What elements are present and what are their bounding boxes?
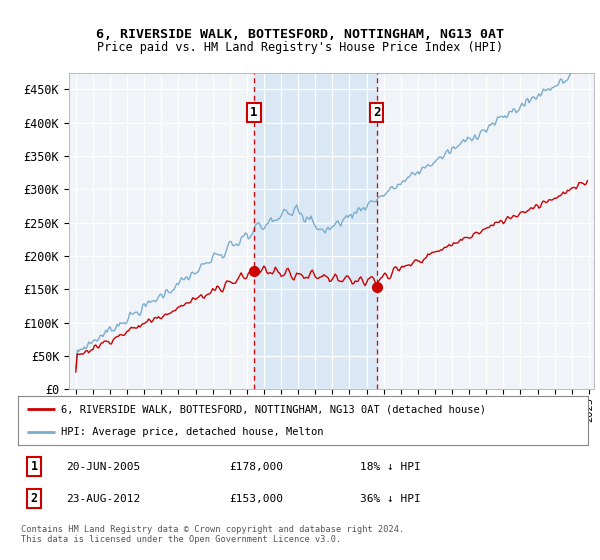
Text: 6, RIVERSIDE WALK, BOTTESFORD, NOTTINGHAM, NG13 0AT (detached house): 6, RIVERSIDE WALK, BOTTESFORD, NOTTINGHA… <box>61 404 486 414</box>
Text: HPI: Average price, detached house, Melton: HPI: Average price, detached house, Melt… <box>61 427 323 437</box>
Text: £178,000: £178,000 <box>229 461 283 472</box>
Text: 23-AUG-2012: 23-AUG-2012 <box>67 493 140 503</box>
Text: 2: 2 <box>373 106 380 119</box>
Text: 18% ↓ HPI: 18% ↓ HPI <box>360 461 421 472</box>
Text: £153,000: £153,000 <box>229 493 283 503</box>
Text: 6, RIVERSIDE WALK, BOTTESFORD, NOTTINGHAM, NG13 0AT: 6, RIVERSIDE WALK, BOTTESFORD, NOTTINGHA… <box>96 28 504 41</box>
Text: 2: 2 <box>31 492 38 505</box>
Text: 20-JUN-2005: 20-JUN-2005 <box>67 461 140 472</box>
Bar <box>254 73 377 389</box>
Text: Contains HM Land Registry data © Crown copyright and database right 2024.
This d: Contains HM Land Registry data © Crown c… <box>21 525 404 544</box>
Text: 1: 1 <box>250 106 258 119</box>
Text: Price paid vs. HM Land Registry's House Price Index (HPI): Price paid vs. HM Land Registry's House … <box>97 40 503 54</box>
Text: 1: 1 <box>31 460 38 473</box>
Text: 36% ↓ HPI: 36% ↓ HPI <box>360 493 421 503</box>
